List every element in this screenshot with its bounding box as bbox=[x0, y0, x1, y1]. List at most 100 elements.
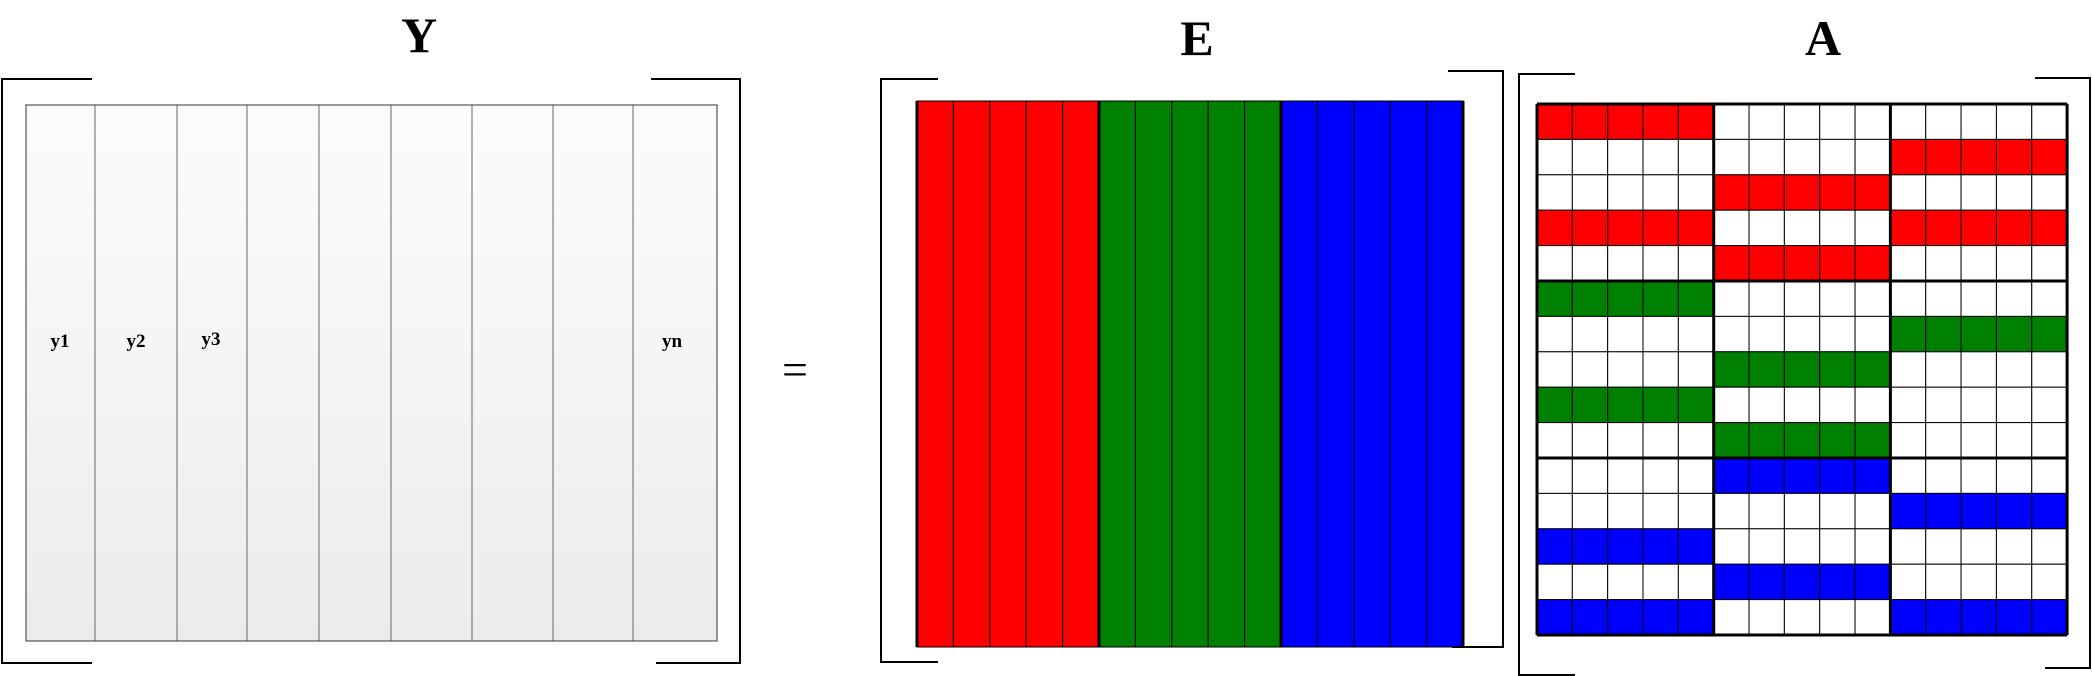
a-cell bbox=[1925, 245, 1962, 282]
a-cell bbox=[1713, 386, 1750, 424]
a-cell-red bbox=[1677, 103, 1715, 140]
a-cell-green bbox=[1571, 280, 1609, 317]
a-cell bbox=[1925, 457, 1962, 494]
a-matrix-right-bracket bbox=[2035, 77, 2091, 669]
a-cell-blue bbox=[1889, 599, 1927, 636]
a-cell-green bbox=[1783, 422, 1821, 459]
a-cell-blue bbox=[1995, 492, 2033, 530]
a-cell bbox=[1536, 457, 1573, 494]
e-column-red bbox=[1025, 100, 1064, 648]
a-cell bbox=[1571, 422, 1609, 459]
a-cell-green bbox=[1819, 351, 1856, 388]
y-column-label: y2 bbox=[127, 331, 146, 352]
a-cell bbox=[1642, 492, 1679, 530]
a-cell-blue bbox=[1819, 563, 1856, 601]
a-cell-green bbox=[1677, 386, 1715, 424]
a-cell-green bbox=[1713, 351, 1750, 388]
y-column bbox=[471, 104, 554, 642]
a-cell bbox=[1925, 351, 1962, 388]
a-cell bbox=[1642, 245, 1679, 282]
a-cell-green bbox=[1642, 280, 1679, 317]
a-cell-blue bbox=[1607, 528, 1644, 565]
a-cell bbox=[1748, 138, 1785, 176]
a-cell bbox=[1960, 280, 1997, 317]
a-cell-red bbox=[1607, 103, 1644, 140]
y-column bbox=[25, 104, 96, 642]
e-column-green bbox=[1207, 100, 1246, 648]
e-column-blue bbox=[1389, 100, 1428, 648]
y-column bbox=[632, 104, 718, 642]
a-cell bbox=[1571, 351, 1609, 388]
a-cell-blue bbox=[1536, 528, 1573, 565]
y-columns bbox=[25, 104, 718, 642]
a-cell-blue bbox=[1536, 599, 1573, 636]
a-cell bbox=[1889, 528, 1927, 565]
a-cell-green bbox=[1783, 351, 1821, 388]
a-cell bbox=[1854, 386, 1891, 424]
a-cell bbox=[1642, 138, 1679, 176]
a-cell bbox=[1854, 599, 1891, 636]
y-column bbox=[390, 104, 473, 642]
a-cell bbox=[1642, 351, 1679, 388]
a-cell bbox=[1607, 457, 1644, 494]
a-cell-red bbox=[1854, 174, 1891, 211]
a-cell bbox=[1995, 457, 2033, 494]
a-cell-blue bbox=[1889, 492, 1927, 530]
a-cell bbox=[1571, 245, 1609, 282]
a-cell bbox=[1748, 209, 1785, 247]
e-matrix-right-bracket bbox=[1448, 70, 1504, 648]
a-cell-blue bbox=[1677, 599, 1715, 636]
a-cell-red bbox=[1889, 138, 1927, 176]
a-cell-green bbox=[1642, 386, 1679, 424]
a-cell bbox=[1571, 174, 1609, 211]
a-cell bbox=[1960, 386, 1997, 424]
a-cell-blue bbox=[1713, 563, 1750, 601]
a-cell bbox=[1854, 103, 1891, 140]
a-cell bbox=[1995, 245, 2033, 282]
a-cell bbox=[1748, 386, 1785, 424]
a-cell bbox=[1536, 351, 1573, 388]
a-cell bbox=[1642, 422, 1679, 459]
a-cell bbox=[1536, 422, 1573, 459]
a-cell-red bbox=[1960, 209, 1997, 247]
a-cell-red bbox=[1783, 245, 1821, 282]
a-cell bbox=[1995, 174, 2033, 211]
a-cell bbox=[2031, 280, 2068, 317]
a-cell-green bbox=[1854, 422, 1891, 459]
a-cell bbox=[1748, 528, 1785, 565]
a-cell bbox=[1819, 599, 1856, 636]
a-matrix-title: A bbox=[1805, 10, 1841, 66]
e-column-red bbox=[1062, 100, 1100, 648]
a-cell bbox=[1677, 245, 1715, 282]
e-column-green bbox=[1098, 100, 1136, 648]
a-cell-red bbox=[1642, 209, 1679, 247]
a-cell bbox=[2031, 528, 2068, 565]
e-matrix-columns bbox=[915, 100, 1465, 648]
y-matrix-title: Y bbox=[401, 7, 437, 63]
a-cell-green bbox=[1748, 422, 1785, 459]
y-matrix-left-bracket bbox=[1, 78, 92, 664]
a-cell-red bbox=[1783, 174, 1821, 211]
a-cell-blue bbox=[1925, 599, 1962, 636]
a-cell bbox=[1713, 138, 1750, 176]
a-cell-red bbox=[1607, 209, 1644, 247]
a-cell bbox=[1607, 351, 1644, 388]
a-cell-green bbox=[2031, 315, 2068, 353]
a-cell bbox=[1960, 422, 1997, 459]
a-cell-blue bbox=[2031, 492, 2068, 530]
a-cell bbox=[1677, 315, 1715, 353]
a-matrix-left-bracket bbox=[1518, 73, 1575, 676]
e-column-red bbox=[952, 100, 991, 648]
a-cell bbox=[1571, 457, 1609, 494]
a-cell bbox=[1995, 422, 2033, 459]
a-cell-blue bbox=[1854, 563, 1891, 601]
a-cell bbox=[1889, 245, 1927, 282]
a-cell bbox=[1995, 280, 2033, 317]
a-cell-green bbox=[1713, 422, 1750, 459]
a-cell bbox=[1571, 492, 1609, 530]
a-cell bbox=[1819, 138, 1856, 176]
a-cell-green bbox=[1854, 351, 1891, 388]
a-cell bbox=[1677, 422, 1715, 459]
a-cell bbox=[1713, 599, 1750, 636]
a-cell bbox=[1925, 280, 1962, 317]
